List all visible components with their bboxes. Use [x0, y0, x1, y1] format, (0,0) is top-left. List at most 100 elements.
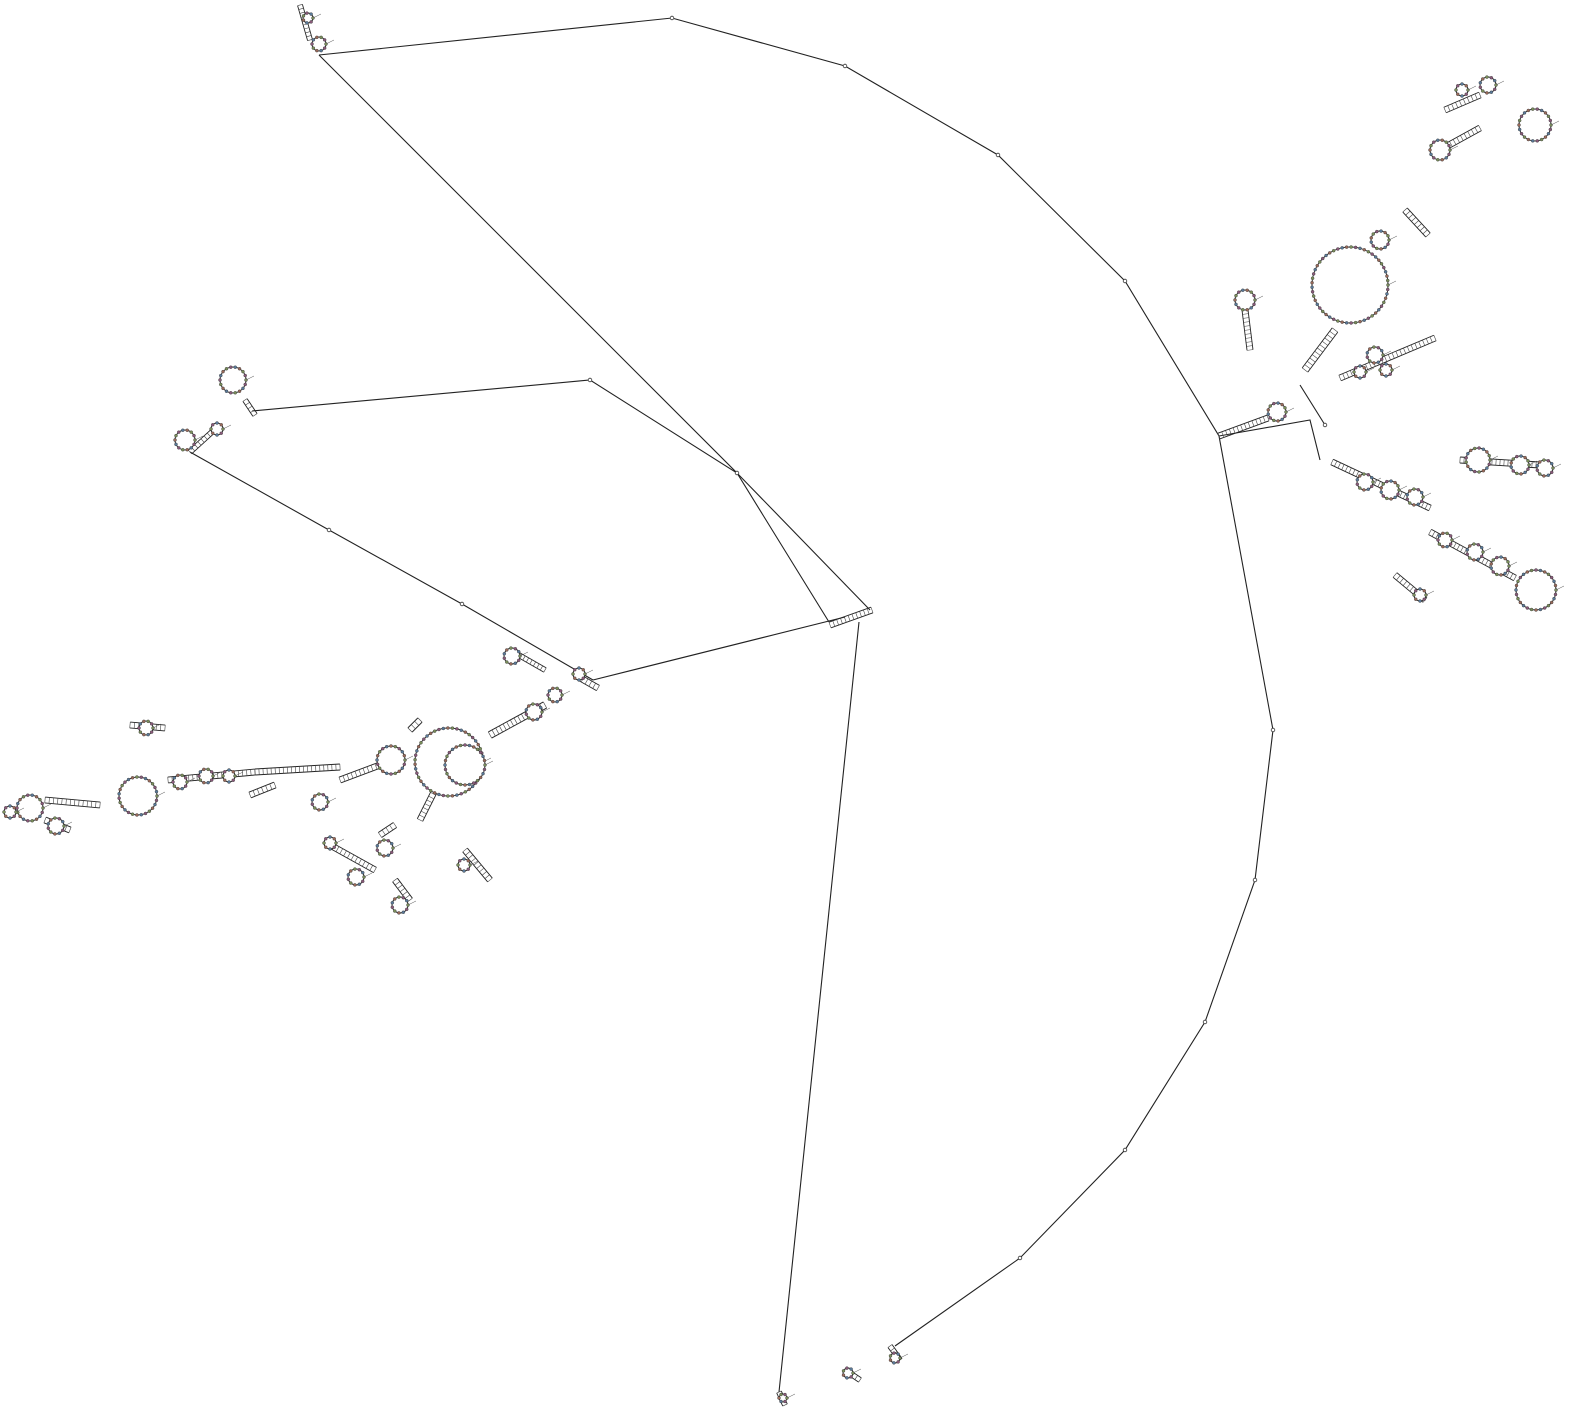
- nucleotide: [1385, 274, 1389, 278]
- nucleotide: [1405, 493, 1410, 497]
- base-pair: [417, 717, 423, 723]
- nucleotide: [416, 775, 421, 780]
- nucleotide: [1526, 108, 1531, 113]
- nucleotide: [130, 776, 135, 780]
- nucleotide: [8, 804, 12, 808]
- nucleotide: [1368, 359, 1372, 363]
- nucleotide: [1283, 414, 1287, 418]
- base-pair: [1217, 433, 1221, 439]
- base-pair: [855, 612, 859, 619]
- stem-strand: [1443, 91, 1479, 108]
- base-pair: [1410, 344, 1414, 351]
- nucleotide: [1310, 285, 1314, 289]
- nucleotide: [467, 787, 471, 792]
- nucleotide: [888, 1358, 893, 1362]
- nucleotide: [443, 767, 448, 772]
- nucleotide: [1523, 470, 1527, 475]
- nucleotide: [1460, 82, 1464, 86]
- nucleotide: [1553, 592, 1558, 597]
- position-tick: [1254, 295, 1264, 301]
- nucleotide: [1310, 276, 1315, 280]
- nucleotide: [143, 811, 148, 816]
- nucleotide: [546, 693, 550, 697]
- base-pair: [517, 715, 522, 723]
- nucleotide: [1389, 479, 1393, 483]
- nucleotide: [171, 780, 175, 784]
- nucleotide: [405, 898, 409, 903]
- nucleotide: [8, 816, 12, 820]
- nucleotide: [1499, 573, 1503, 577]
- stem-strand: [407, 717, 419, 729]
- nucleotide: [189, 446, 193, 450]
- nucleotide: [1272, 418, 1276, 423]
- nucleotide: [1511, 469, 1515, 473]
- nucleotide: [1315, 302, 1319, 307]
- base-pair: [1344, 465, 1349, 472]
- nucleotide: [1384, 362, 1388, 366]
- nucleotide: [1489, 90, 1494, 94]
- nucleotide: [1485, 75, 1489, 79]
- nucleotide: [1340, 246, 1344, 250]
- base-pair: [1384, 355, 1388, 362]
- nucleotide: [30, 819, 34, 823]
- nucleotide: [215, 433, 219, 437]
- nucleotide: [183, 776, 188, 780]
- position-tick: [1495, 80, 1505, 86]
- nucleotide: [219, 382, 223, 387]
- nucleotide: [1539, 108, 1544, 113]
- backbone-segment: [318, 54, 830, 623]
- base-pair: [1452, 139, 1457, 145]
- nucleotide: [447, 750, 452, 755]
- nucleotide: [393, 744, 398, 749]
- position-tick: [519, 651, 529, 657]
- base-pair: [495, 727, 500, 735]
- base-pair: [1406, 346, 1410, 353]
- base-pair: [1395, 351, 1399, 357]
- nucleotide: [896, 1360, 900, 1364]
- nucleotide: [1382, 265, 1386, 270]
- nucleotide: [1353, 320, 1358, 325]
- base-pair: [422, 807, 429, 811]
- base-pair: [1455, 102, 1459, 108]
- nucleotide: [243, 373, 247, 378]
- base-pair: [44, 796, 46, 804]
- hairpin-loop: [444, 744, 486, 786]
- nucleotide: [143, 776, 148, 781]
- base-pair: [167, 776, 169, 784]
- nucleotide: [309, 20, 313, 24]
- nucleotide: [1542, 570, 1547, 574]
- backbone-hinge: [1252, 877, 1258, 883]
- base-pair: [1247, 422, 1251, 428]
- nucleotide: [1369, 236, 1373, 240]
- nucleotide: [393, 897, 397, 901]
- nucleotide: [1460, 94, 1464, 98]
- nucleotide: [1491, 570, 1495, 574]
- nucleotide: [18, 797, 22, 802]
- base-pair: [426, 799, 433, 803]
- base-pair: [404, 894, 411, 899]
- base-pair: [887, 1344, 893, 1348]
- position-tick: [561, 690, 571, 696]
- nucleotide: [1328, 251, 1332, 255]
- base-pair: [192, 774, 194, 781]
- nucleotide: [1366, 487, 1371, 491]
- nucleotide: [1268, 404, 1272, 408]
- nucleotide: [177, 430, 181, 434]
- nucleotide: [209, 427, 213, 431]
- nucleotide: [1313, 267, 1317, 272]
- nucleotide: [1515, 454, 1519, 459]
- nucleotide: [1546, 603, 1551, 608]
- base-pair: [1225, 430, 1228, 437]
- position-tick: [222, 424, 232, 430]
- base-pair: [1368, 362, 1372, 369]
- nucleotide: [475, 778, 480, 783]
- nucleotide: [437, 792, 441, 797]
- nucleotide: [471, 781, 476, 785]
- nucleotide: [231, 778, 235, 782]
- base-pair: [1349, 370, 1353, 377]
- nucleotide: [397, 746, 401, 751]
- nucleotide: [446, 726, 450, 730]
- stem-strand: [254, 763, 340, 770]
- base-pair: [1466, 97, 1470, 103]
- base-pair: [491, 729, 496, 737]
